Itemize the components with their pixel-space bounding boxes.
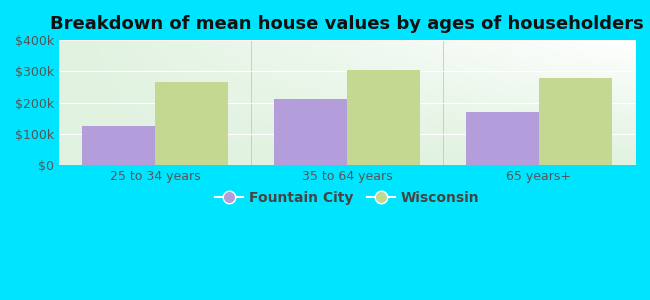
- Title: Breakdown of mean house values by ages of householders: Breakdown of mean house values by ages o…: [50, 15, 644, 33]
- Bar: [466, 112, 539, 165]
- Legend: Fountain City, Wisconsin: Fountain City, Wisconsin: [210, 185, 484, 210]
- Bar: [82, 126, 155, 165]
- Bar: [539, 78, 612, 165]
- Bar: [274, 99, 347, 165]
- Bar: [347, 70, 420, 165]
- Bar: [155, 82, 228, 165]
